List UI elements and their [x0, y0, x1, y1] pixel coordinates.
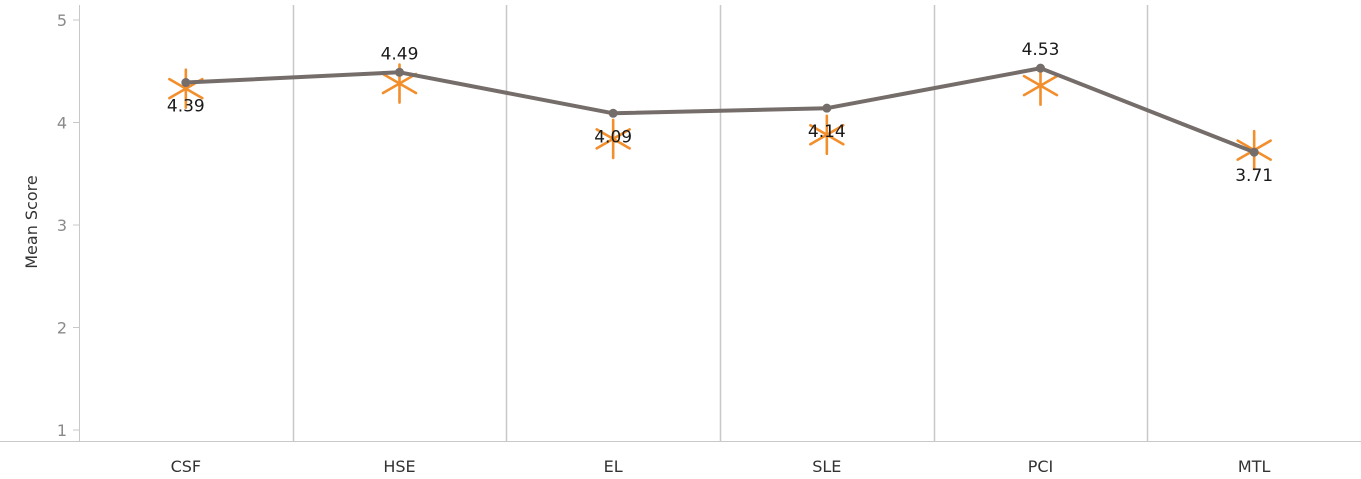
data-label: 4.49 [381, 44, 419, 64]
y-tick-label: 4 [57, 114, 67, 133]
data-label: 4.14 [808, 122, 846, 142]
x-tick-label: CSF [171, 457, 202, 476]
y-tick-label: 1 [57, 421, 67, 440]
series-point [181, 78, 191, 88]
x-tick-label: SLE [812, 457, 841, 476]
data-label: 3.71 [1235, 166, 1273, 186]
asterisk-marker [595, 118, 631, 160]
data-label: 4.53 [1022, 40, 1060, 60]
x-tick-label: PCI [1028, 457, 1054, 476]
data-label: 4.39 [167, 97, 205, 117]
data-label: 4.09 [594, 127, 632, 147]
y-axis-title: Mean Score [22, 175, 41, 269]
series-point [395, 67, 404, 77]
series-line [185, 66, 1255, 155]
data-labels: 4.39 4.49 4.09 4.14 4.53 3.71 [167, 40, 1273, 186]
grid-layer [292, 5, 1149, 441]
x-tick-label: EL [604, 457, 623, 476]
x-tick-label: HSE [383, 457, 415, 476]
y-tick-label: 2 [57, 319, 67, 338]
y-tick-label: 5 [57, 11, 67, 30]
series-point [608, 108, 618, 118]
y-ticks: 1 2 3 4 5 [57, 11, 79, 440]
x-tick-label: MTL [1238, 457, 1271, 476]
y-tick-label: 3 [57, 216, 67, 235]
series-point [822, 103, 832, 113]
series-point [1036, 63, 1045, 73]
series-line-layer [181, 63, 1259, 157]
series-point [1249, 147, 1259, 157]
x-ticks: CSF HSE EL SLE PCI MTL [171, 457, 1271, 476]
asterisk-markers [168, 63, 1272, 171]
asterisk-marker [809, 114, 845, 156]
axis-layer: Mean Score [0, 5, 1361, 442]
asterisk-marker [1022, 65, 1059, 106]
